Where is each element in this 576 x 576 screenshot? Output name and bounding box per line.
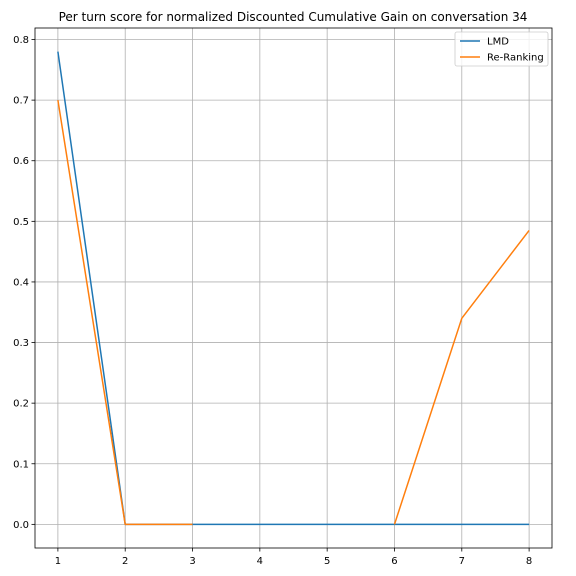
x-tick-label: 5 [324, 556, 330, 567]
series-line-re-ranking [393, 229, 530, 525]
y-tick-label: 0.8 [13, 35, 29, 46]
chart-title: Per turn score for normalized Discounted… [59, 10, 528, 24]
x-tick-label: 1 [55, 556, 61, 567]
x-tick-label: 4 [257, 556, 263, 567]
y-axis: 0.0 0.1 0.2 0.3 0.4 0.5 0.6 0.7 0.8 [13, 35, 35, 531]
legend-label-lmd: LMD [487, 37, 509, 48]
y-tick-label: 0.6 [13, 156, 29, 167]
series-layer [57, 51, 530, 526]
series-line-re-ranking [57, 100, 193, 526]
y-tick-label: 0.5 [13, 217, 29, 228]
legend: LMD Re-Ranking [454, 31, 549, 67]
x-tick-label: 7 [459, 556, 465, 567]
y-tick-label: 0.1 [13, 459, 29, 470]
x-axis: 1 2 3 4 5 6 7 8 [55, 548, 532, 567]
x-tick-label: 8 [526, 556, 532, 567]
y-tick-label: 0.3 [13, 338, 29, 349]
y-tick-label: 0.7 [13, 96, 29, 107]
plot-frame [34, 27, 553, 549]
y-tick-label: 0.4 [13, 277, 29, 288]
grid [35, 28, 552, 548]
x-tick-label: 6 [391, 556, 397, 567]
y-tick-label: 0.0 [13, 520, 29, 531]
series-line-lmd [57, 51, 530, 526]
legend-label-re-ranking: Re-Ranking [487, 53, 544, 64]
x-tick-label: 3 [189, 556, 195, 567]
y-tick-label: 0.2 [13, 399, 29, 410]
x-tick-label: 2 [122, 556, 128, 567]
